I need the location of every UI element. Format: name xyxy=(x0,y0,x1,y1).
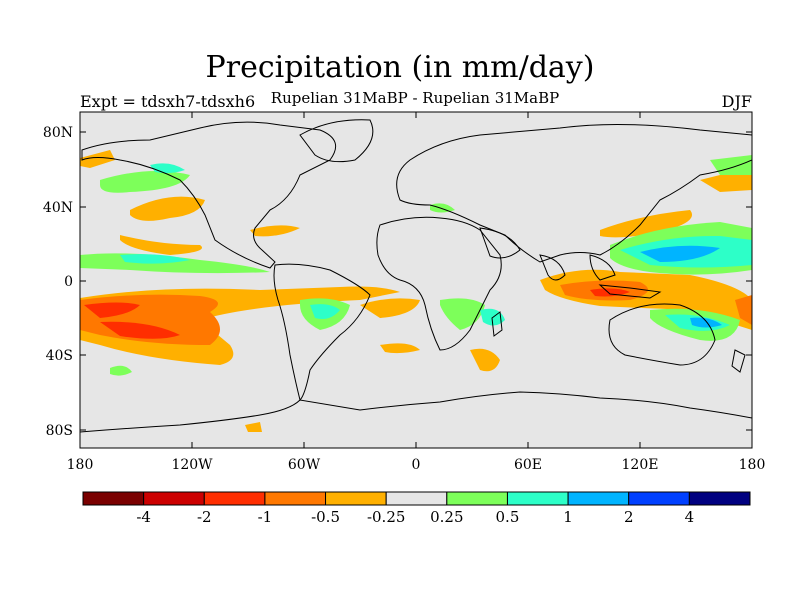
anomaly-negative-field xyxy=(130,196,205,221)
colorbar-label: -0.5 xyxy=(311,508,340,526)
longitude-label: 120E xyxy=(622,457,659,473)
anomaly-negative-field xyxy=(120,235,202,255)
colorbar-label: 2 xyxy=(623,508,634,526)
latitude-label: 80N xyxy=(43,125,73,141)
latitude-label: 0 xyxy=(64,274,73,290)
anomaly-fields xyxy=(80,150,752,432)
coastline-south-america xyxy=(273,263,371,401)
anomaly-positive-field xyxy=(100,171,190,193)
latitude-label: 40N xyxy=(43,200,73,216)
longitude-label: 60E xyxy=(514,457,542,473)
colorbar-label: 1 xyxy=(563,508,573,526)
anomaly-positive-field xyxy=(710,155,752,175)
coastlines xyxy=(80,119,752,448)
latitude-axis: 80N 40N 0 40S 80S xyxy=(43,125,752,439)
colorbar-label: 4 xyxy=(684,508,695,526)
experiment-label: Expt = tdsxh7-tdsxh6 xyxy=(80,92,256,111)
colorbar-label: 0.5 xyxy=(495,508,520,526)
longitude-label: 120W xyxy=(171,457,213,473)
anomaly-positive-field xyxy=(310,304,340,319)
colorbar-swatch xyxy=(385,491,448,506)
longitude-label: 60W xyxy=(288,457,321,473)
anomaly-positive-field xyxy=(120,254,190,264)
colorbar-label: -1 xyxy=(257,508,273,526)
map-subtitle: Rupelian 31MaBP - Rupelian 31MaBP xyxy=(270,89,560,107)
longitude-axis: 180 120W 60W 0 60E 120E 180 xyxy=(67,112,766,473)
colorbar-swatch xyxy=(264,491,327,506)
colorbar xyxy=(82,491,751,506)
anomaly-negative-field xyxy=(380,343,420,354)
colorbar-swatch xyxy=(688,491,751,506)
colorbar-label: 0.25 xyxy=(430,508,464,526)
colorbar-swatch xyxy=(446,491,508,506)
longitude-label: 180 xyxy=(67,457,94,473)
coastline-madagascar xyxy=(491,311,503,337)
anomaly-negative-field xyxy=(360,298,420,318)
anomaly-positive-field xyxy=(430,203,455,213)
anomaly-negative-field xyxy=(700,160,752,192)
anomaly-negative-field xyxy=(735,295,752,325)
coastline-indonesia xyxy=(598,284,662,299)
coastline-eurasia xyxy=(396,123,752,263)
longitude-label: 180 xyxy=(739,457,766,473)
coastline-antarctica xyxy=(80,391,752,448)
anomaly-positive-field xyxy=(640,245,720,262)
colorbar-swatch xyxy=(143,491,205,506)
anomaly-negative-field xyxy=(100,321,180,339)
colorbar-label: -0.25 xyxy=(366,508,406,526)
anomaly-negative-field xyxy=(245,422,262,432)
coastline-africa xyxy=(376,216,502,351)
colorbar-swatch xyxy=(628,491,690,506)
coastline-australia xyxy=(608,303,716,366)
anomaly-negative-field xyxy=(470,348,500,372)
coastline-india xyxy=(539,254,566,281)
colorbar-label: -2 xyxy=(196,508,212,526)
colorbar-swatch xyxy=(203,491,266,506)
anomaly-positive-field xyxy=(690,317,722,328)
colorbar-swatch xyxy=(325,491,387,506)
anomaly-negative-field xyxy=(80,150,115,168)
colorbar-swatch xyxy=(506,491,569,506)
coastline-north-america xyxy=(81,121,337,269)
map-title: Precipitation (in mm/day) xyxy=(205,50,595,85)
anomaly-negative-field xyxy=(250,225,300,237)
colorbar-swatch xyxy=(567,491,630,506)
coastline-southeast-asia xyxy=(589,254,616,281)
colorbar-label: -4 xyxy=(136,508,151,526)
anomaly-negative-field xyxy=(590,288,630,297)
anomaly-negative-field xyxy=(600,210,692,238)
longitude-label: 0 xyxy=(412,457,421,473)
coastline-new-zealand xyxy=(731,349,746,373)
latitude-label: 80S xyxy=(46,423,73,439)
anomaly-negative-field xyxy=(84,302,140,318)
latitude-label: 40S xyxy=(46,348,73,364)
colorbar-swatch xyxy=(82,491,145,506)
anomaly-positive-field xyxy=(110,365,132,376)
season-label: DJF xyxy=(721,92,752,111)
coastline-greenland xyxy=(299,119,374,163)
coastline-arabia xyxy=(479,227,521,259)
